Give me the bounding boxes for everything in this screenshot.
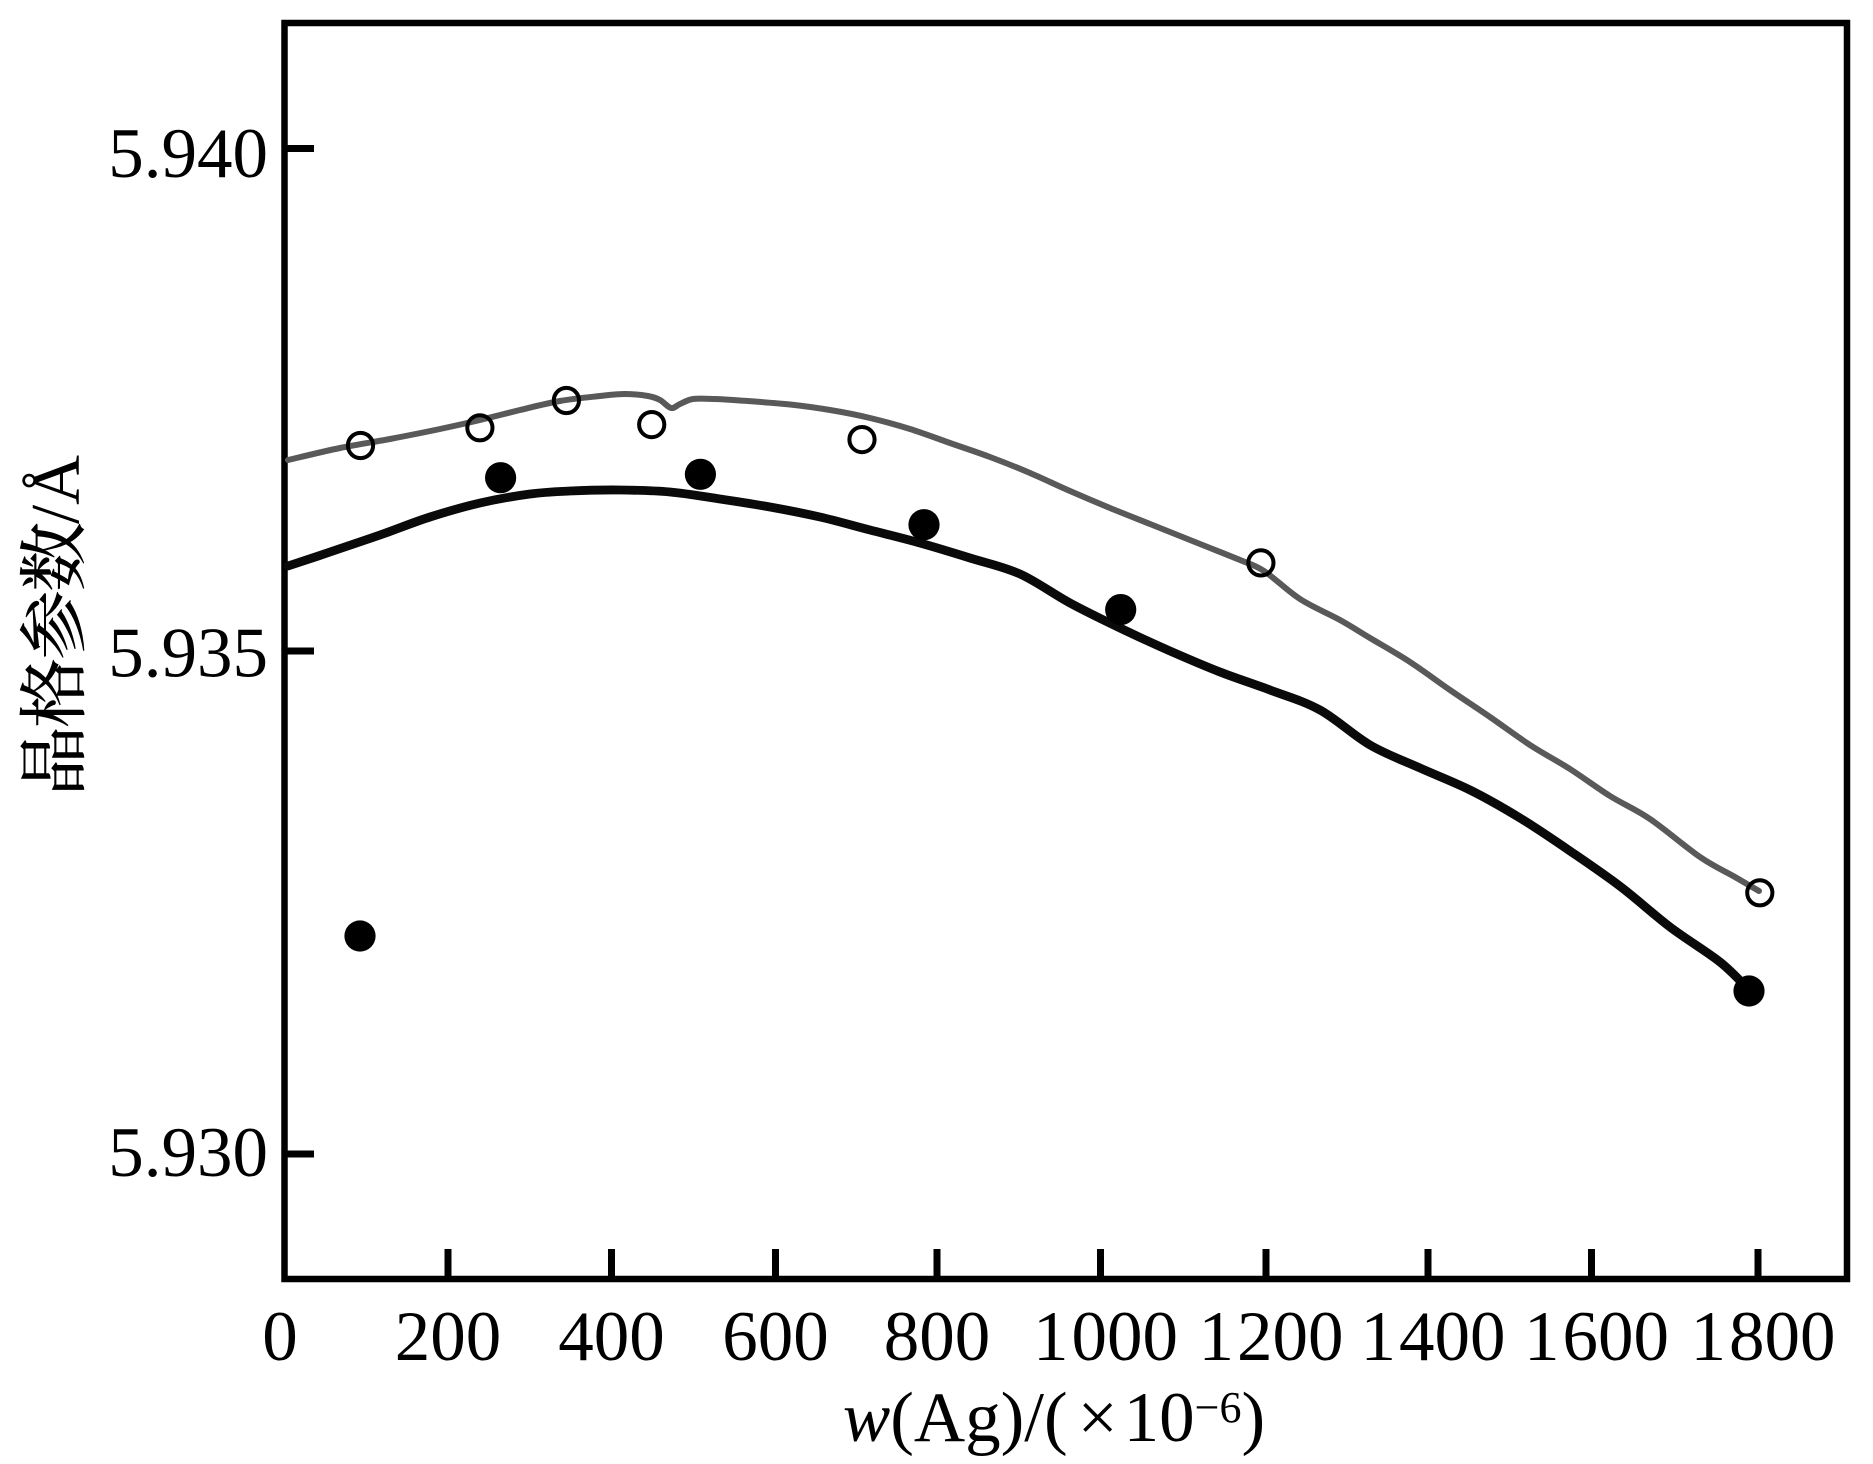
- svg-text:5.940: 5.940: [108, 115, 268, 193]
- svg-text:1000: 1000: [1033, 1298, 1178, 1376]
- svg-text:5.930: 5.930: [108, 1114, 268, 1192]
- svg-text:5.935: 5.935: [108, 615, 268, 693]
- svg-text:0: 0: [262, 1298, 298, 1376]
- svg-text:600: 600: [722, 1298, 829, 1376]
- svg-text:w(Ag)/(×10−6): w(Ag)/(×10−6): [843, 1379, 1265, 1457]
- svg-text:800: 800: [884, 1298, 991, 1376]
- svg-text:1600: 1600: [1524, 1298, 1669, 1376]
- svg-text:1400: 1400: [1361, 1298, 1506, 1376]
- svg-text:400: 400: [558, 1298, 665, 1376]
- svg-text:1800: 1800: [1691, 1298, 1836, 1376]
- svg-text:1200: 1200: [1199, 1298, 1344, 1376]
- svg-text:/Å: /Å: [18, 455, 94, 524]
- svg-text:200: 200: [395, 1298, 502, 1376]
